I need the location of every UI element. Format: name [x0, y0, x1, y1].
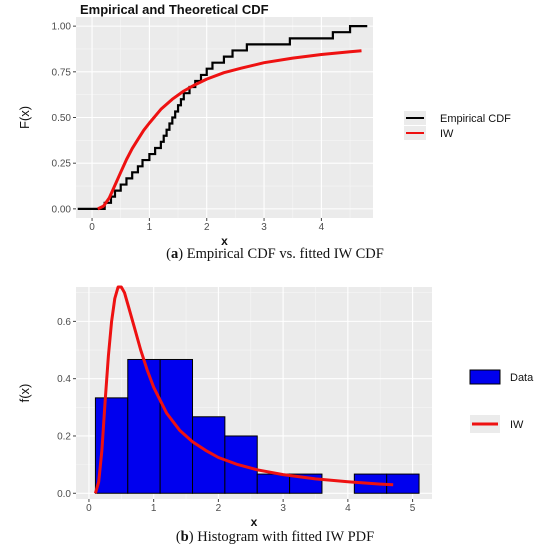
y-tick-label: 0.25 — [52, 159, 72, 170]
histogram-bars — [94, 358, 420, 494]
chart-panel-2: 0 1 2 3 4 5 0.0 0.2 0.4 0.6 x f(x) Data IW — [17, 285, 534, 529]
x-tick-label: 0 — [89, 222, 95, 233]
x-tick-label: 1 — [151, 503, 157, 514]
histogram-bar — [256, 473, 291, 494]
y-tick-label: 0.2 — [57, 431, 71, 442]
x-tick-label: 2 — [216, 503, 222, 514]
x-tick-label: 3 — [280, 503, 286, 514]
x-tick-label: 4 — [345, 503, 351, 514]
x-tick-label: 4 — [319, 222, 325, 233]
y-tick-label: 1.00 — [52, 22, 72, 33]
y-tick-label: 0.50 — [52, 113, 72, 124]
y-tick-label: 0.0 — [57, 489, 71, 500]
histogram-bar — [192, 416, 226, 494]
legend-label: Data — [510, 372, 534, 384]
caption-a: (a) Empirical CDF vs. fitted IW CDF — [166, 246, 384, 262]
y-tick-label: 0.4 — [57, 374, 71, 385]
x-tick-label: 3 — [261, 222, 267, 233]
chart-title: Empirical and Theoretical CDF — [80, 2, 269, 17]
x-axis-label: x — [251, 515, 258, 529]
y-axis-label: f(x) — [17, 384, 32, 403]
y-tick-label: 0.75 — [52, 67, 72, 78]
legend: Data IW — [469, 369, 534, 433]
axis-ticks: 0 1 2 3 4 5 0.0 0.2 0.4 0.6 — [57, 317, 416, 514]
chart-panel-1: 0 1 2 3 4 0.00 0.25 0.50 0.75 1.00 x F(x) Empirical … — [17, 2, 511, 248]
caption-b: (b) Histogram with fitted IW PDF — [175, 529, 375, 545]
x-axis-label: x — [221, 234, 228, 248]
histogram-bar — [127, 358, 161, 494]
series-line-iw — [93, 285, 394, 494]
y-tick-label: 0.00 — [52, 204, 72, 215]
legend: Empirical CDF IW — [404, 111, 511, 140]
series-line-empirical-cdf — [77, 25, 368, 210]
legend-label: IW — [510, 419, 524, 431]
y-tick-label: 0.6 — [57, 317, 71, 328]
y-axis-label: F(x) — [17, 106, 32, 129]
axis-ticks: 0 1 2 3 4 0.00 0.25 0.50 0.75 1.00 — [52, 22, 325, 233]
legend-key — [469, 369, 501, 385]
legend-label: IW — [440, 128, 454, 140]
legend-label: Empirical CDF — [440, 113, 511, 125]
x-tick-label: 1 — [147, 222, 153, 233]
x-tick-label: 2 — [204, 222, 210, 233]
x-tick-label: 5 — [410, 503, 416, 514]
x-tick-label: 0 — [86, 503, 92, 514]
series-line-iw — [97, 49, 362, 211]
